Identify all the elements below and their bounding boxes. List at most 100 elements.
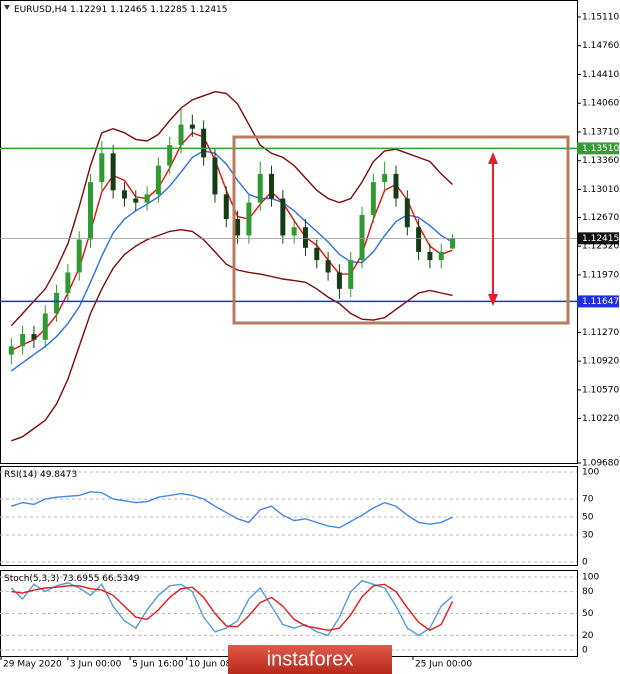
stoch-header: Stoch(5,3,3) 73.6955 66.5349 bbox=[4, 574, 140, 584]
y-tick-label: 1.10920 bbox=[582, 357, 619, 367]
indicator-line bbox=[10, 90, 453, 327]
candle-body bbox=[110, 153, 116, 191]
candle-body bbox=[450, 238, 456, 249]
range-arrow bbox=[488, 152, 498, 306]
indicator-line bbox=[11, 583, 454, 632]
y-tick-label: 100 bbox=[582, 468, 599, 478]
candle-body bbox=[348, 260, 354, 289]
indicator-line bbox=[10, 150, 453, 372]
y-tick-label: 1.14410 bbox=[582, 70, 619, 80]
candle-body bbox=[257, 173, 263, 203]
y-tick-label: 20 bbox=[582, 631, 594, 641]
candle-body bbox=[42, 313, 48, 340]
range-box bbox=[232, 135, 570, 325]
candle-body bbox=[246, 202, 252, 236]
price-label: 1.12415 bbox=[582, 234, 619, 244]
candle-body bbox=[189, 124, 195, 129]
candle-body bbox=[291, 227, 297, 236]
candle-body bbox=[427, 251, 433, 261]
last-low: 1.12285 bbox=[150, 5, 187, 15]
candle-body bbox=[325, 260, 331, 273]
y-tick-label: 1.13710 bbox=[582, 127, 619, 137]
y-tick-label: 0 bbox=[582, 646, 588, 656]
candle-body bbox=[8, 346, 14, 355]
symbol-title: EURUSD,H4 bbox=[14, 5, 67, 15]
y-tick-label: 1.12670 bbox=[582, 213, 619, 223]
candle-body bbox=[88, 182, 94, 240]
price-box bbox=[577, 232, 619, 245]
y-tick-label: 1.15110 bbox=[582, 12, 619, 22]
candle-body bbox=[121, 190, 127, 199]
candle-body bbox=[336, 272, 342, 289]
y-tick-label: 1.11270 bbox=[582, 328, 619, 338]
symbol-icon bbox=[4, 5, 10, 10]
indicator-line bbox=[10, 579, 453, 637]
candle-body bbox=[65, 272, 71, 293]
candle-body bbox=[280, 198, 286, 236]
candle-body bbox=[54, 292, 60, 314]
x-tick-label: 5 Jun 16:00 bbox=[132, 660, 184, 670]
candle-body bbox=[235, 219, 241, 236]
indicator-line bbox=[11, 491, 453, 529]
x-tick-label: 10 Jun 08:00 bbox=[189, 660, 246, 670]
level-box bbox=[577, 142, 619, 155]
level-label: 1.13510 bbox=[582, 144, 619, 154]
y-tick-label: 50 bbox=[582, 513, 594, 523]
y-tick-label: 1.10570 bbox=[582, 385, 619, 395]
y-tick-label: 80 bbox=[582, 587, 594, 597]
stoch-d-last: 66.5349 bbox=[102, 574, 139, 584]
indicator-line bbox=[10, 131, 453, 352]
candle-body bbox=[404, 198, 410, 228]
last-high: 1.12465 bbox=[110, 5, 147, 15]
candle-body bbox=[359, 214, 365, 261]
rsi-last: 49.8473 bbox=[40, 470, 77, 480]
level-box bbox=[577, 295, 619, 308]
candle-body bbox=[416, 227, 422, 252]
y-tick-label: 1.10220 bbox=[582, 414, 619, 424]
plot-layer: 29 May 2020 3 Jun 00:00 5 Jun 16:00 10 Jun … bbox=[0, 12, 619, 670]
candle-body bbox=[223, 194, 229, 220]
y-tick-label: 1.14760 bbox=[582, 41, 619, 51]
rsi-title: RSI(14) bbox=[4, 470, 37, 480]
y-tick-label: 0 bbox=[582, 558, 588, 568]
candle-body bbox=[382, 173, 388, 183]
watermark-box bbox=[228, 645, 392, 674]
stoch-title: Stoch(5,3,3) bbox=[4, 574, 59, 584]
candle-body bbox=[31, 334, 37, 340]
x-tick-label: 25 Jun 00:00 bbox=[415, 660, 472, 670]
level-label: 1.11647 bbox=[582, 297, 619, 307]
candle-body bbox=[76, 239, 82, 273]
stoch-k-last: 73.6955 bbox=[62, 574, 99, 584]
x-tick-label: 3 Jun 00:00 bbox=[70, 660, 122, 670]
candle-body bbox=[269, 173, 275, 199]
rsi-header: RSI(14) 49.8473 bbox=[4, 470, 77, 480]
y-tick-label: 1.12320 bbox=[582, 242, 619, 252]
candle-body bbox=[20, 334, 26, 347]
candle-body bbox=[201, 128, 207, 158]
candle-body bbox=[393, 173, 399, 199]
candle-body bbox=[370, 182, 376, 215]
candle-body bbox=[144, 194, 150, 203]
y-tick-label: 100 bbox=[582, 573, 599, 583]
candle-body bbox=[167, 145, 173, 166]
candle-body bbox=[302, 227, 308, 248]
candle-body bbox=[178, 124, 184, 146]
candle-body bbox=[314, 247, 320, 261]
y-tick-label: 50 bbox=[582, 609, 594, 619]
y-tick-label: 1.13360 bbox=[582, 156, 619, 166]
last-open: 1.12291 bbox=[70, 5, 107, 15]
candle-body bbox=[99, 153, 105, 183]
y-tick-label: 30 bbox=[582, 531, 594, 541]
candle-body bbox=[133, 198, 139, 203]
label-layer: 1.13510 1.11647 1.12415 bbox=[577, 142, 619, 308]
rsi-panel bbox=[0, 466, 578, 566]
watermark: instaforex bbox=[267, 648, 354, 670]
main-header: EURUSD,H4 1.12291 1.12465 1.12285 1.1241… bbox=[14, 5, 228, 15]
y-tick-label: 1.14060 bbox=[582, 99, 619, 109]
main-panel bbox=[0, 0, 578, 464]
y-tick-label: 1.09680 bbox=[582, 459, 619, 469]
candle-body bbox=[155, 165, 161, 195]
y-tick-label: 70 bbox=[582, 495, 594, 505]
candle-body bbox=[438, 251, 444, 261]
